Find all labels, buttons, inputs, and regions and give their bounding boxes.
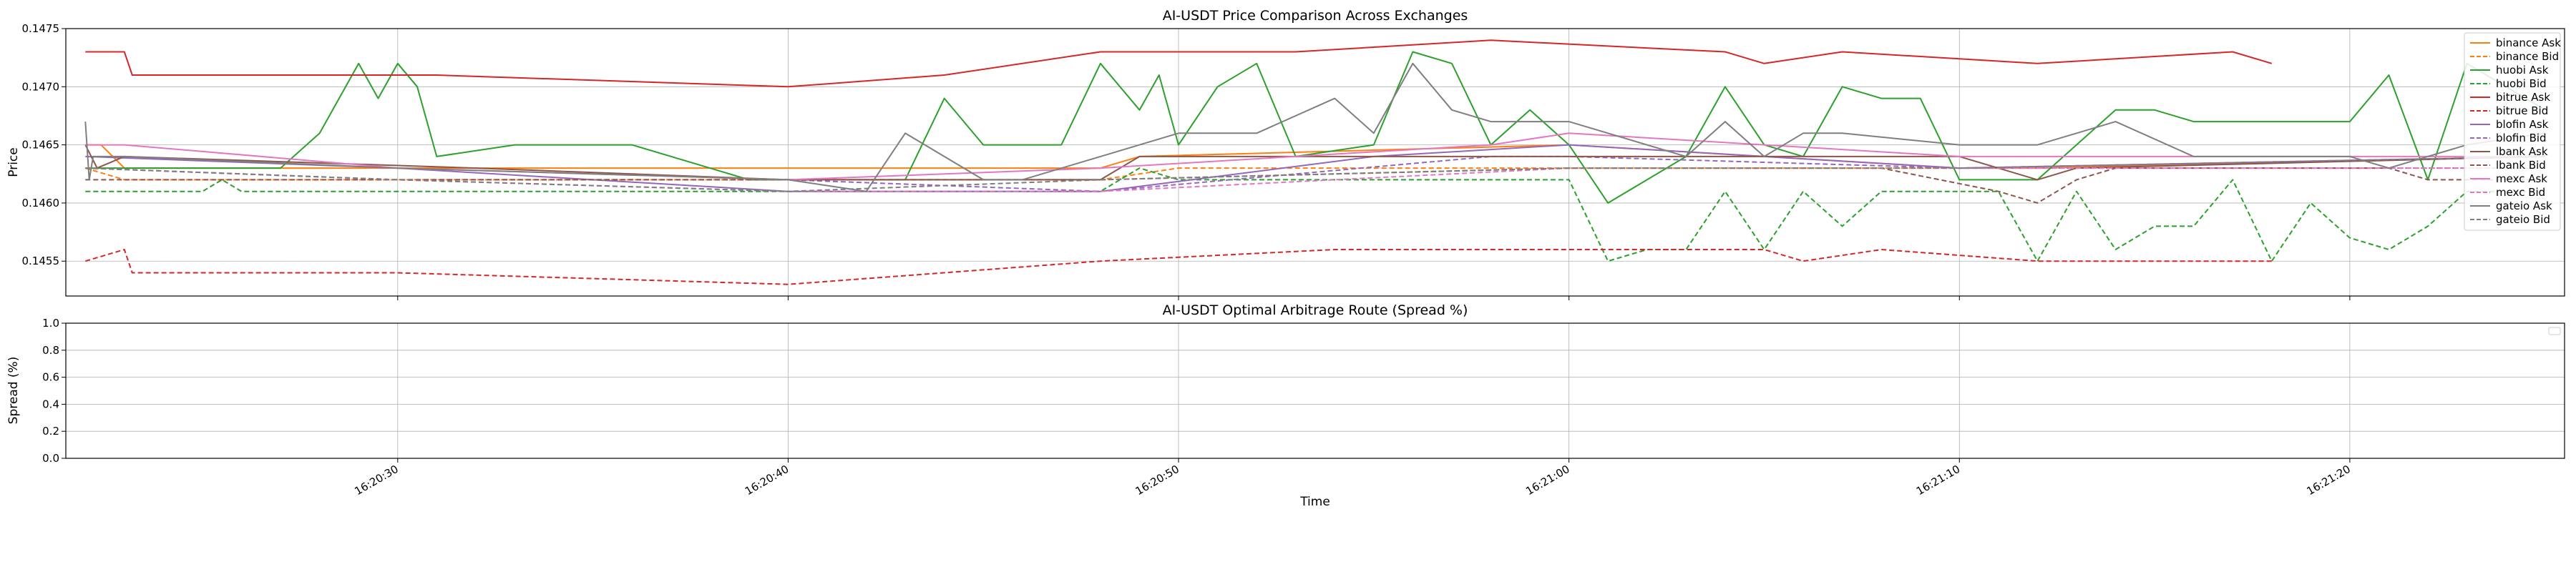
- price-y-tick-label: 0.1475: [22, 22, 60, 35]
- spread-legend-box: [2548, 327, 2561, 335]
- legend-entry-label: blofin Bid: [2496, 132, 2547, 144]
- legend-entry-label: binance Ask: [2496, 36, 2561, 49]
- spread-y-tick-label: 0.0: [42, 452, 59, 465]
- price-comparison-chart: AI-USDT Price Comparison Across Exchange…: [6, 8, 2565, 300]
- price-chart-series: [84, 39, 2546, 285]
- series-line-bitrue-bid: [85, 249, 2272, 285]
- spread-y-tick-label: 1.0: [42, 317, 59, 330]
- legend-entry-label: lbank Ask: [2496, 145, 2548, 158]
- legend-entry-label: lbank Bid: [2496, 159, 2546, 172]
- price-y-tick-label: 0.1470: [22, 80, 60, 93]
- legend-entry-label: gateio Ask: [2496, 199, 2552, 212]
- price-chart-title: AI-USDT Price Comparison Across Exchange…: [1163, 8, 1468, 24]
- legend-entry-label: mexc Ask: [2496, 172, 2547, 185]
- spread-chart-frame: [65, 322, 2565, 459]
- series-line-blofin-bid: [85, 155, 2545, 192]
- legend-entry-label: binance Bid: [2496, 50, 2559, 63]
- price-y-tick-label: 0.1465: [22, 139, 60, 152]
- series-line-huobi-ask: [85, 51, 2546, 204]
- price-y-tick-label: 0.1455: [22, 255, 60, 267]
- series-line-lbank-ask: [84, 144, 2545, 181]
- legend-entry-label: mexc Bid: [2496, 186, 2545, 199]
- series-line-huobi-bid: [85, 167, 2545, 262]
- price-chart-y-ticks: 0.1455 0.1460 0.1465 0.1470 0.1475: [22, 22, 2351, 300]
- price-axis-title: Price: [6, 147, 21, 177]
- spread-chart-title: AI-USDT Optimal Arbitrage Route (Spread …: [1163, 302, 1468, 318]
- series-line-bitrue-ask: [85, 39, 2273, 88]
- series-line-blofin-ask: [85, 144, 2545, 192]
- spread-y-tick-label: 0.6: [42, 371, 59, 384]
- spread-chart-y-ticks: 0.0 0.2 0.4 0.6 0.8 1.0: [42, 317, 66, 465]
- spread-y-tick-label: 0.2: [42, 425, 59, 438]
- series-line-gateio-bid: [85, 155, 2545, 192]
- legend-frame: [2464, 32, 2561, 231]
- legend-entry-label: gateio Bid: [2496, 213, 2550, 226]
- legend-entry-label: huobi Bid: [2496, 77, 2547, 90]
- price-chart-frame: [65, 28, 2565, 297]
- series-line-gateio-ask: [84, 62, 2545, 192]
- spread-y-tick-label: 0.4: [42, 398, 59, 410]
- legend-entry-label: bitrue Ask: [2496, 91, 2550, 104]
- price-y-tick-label: 0.1460: [22, 197, 60, 209]
- series-line-mexc-ask: [85, 132, 2545, 181]
- legend-entry-label: bitrue Bid: [2496, 104, 2548, 117]
- spread-y-tick-label: 0.8: [42, 344, 59, 357]
- legend-entry-label: blofin Ask: [2496, 118, 2549, 131]
- legend-entry-label: huobi Ask: [2496, 64, 2549, 77]
- time-axis-title: Time: [1299, 495, 1330, 509]
- spread-axis-title: Spread (%): [6, 357, 21, 425]
